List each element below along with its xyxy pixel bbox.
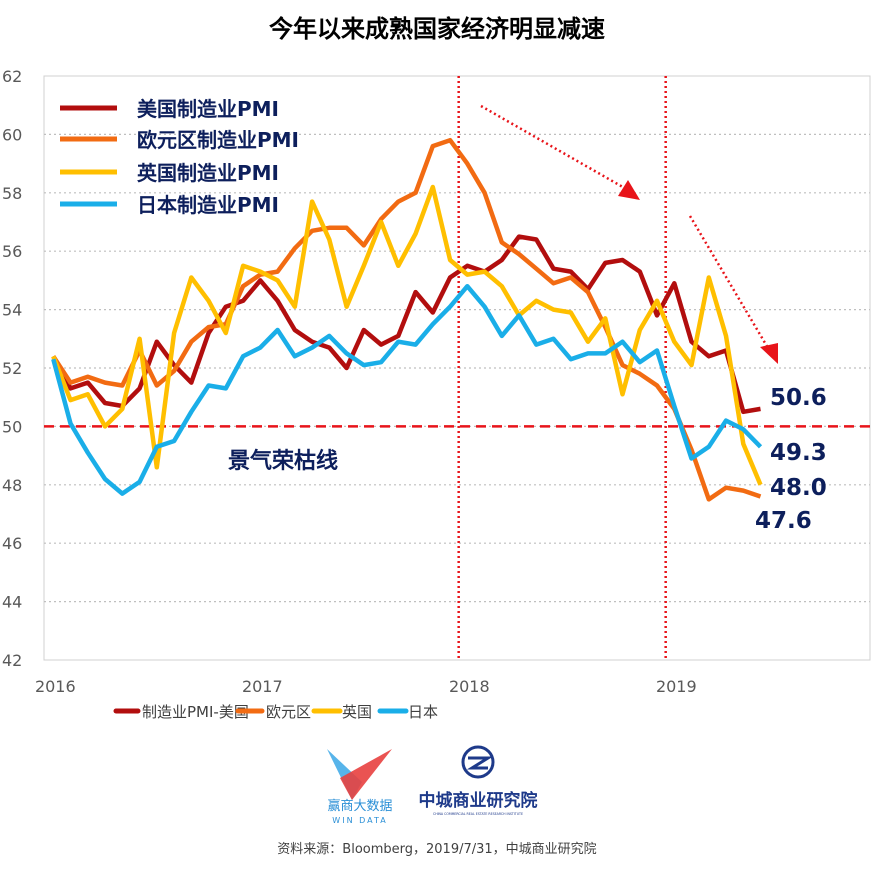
bottom-legend: 制造业PMI-美国 欧元区 英国 日本 [113,703,438,721]
windata-name: 赢商大数据 [327,798,392,814]
source-note: 资料来源：Bloomberg，2019/7/31，中城商业研究院 [277,842,596,857]
y-tick-label: 62 [2,67,22,86]
legend-euro: 欧元区 [266,703,311,721]
reference-line-label: 景气荣枯线 [228,448,338,474]
legend-us: 制造业PMI-美国 [142,703,249,721]
y-axis-ticks: 42 44 46 48 50 52 54 56 58 60 62 [2,67,22,670]
institute-name: 中城商业研究院 [419,790,538,811]
windata-en: WIN DATA [332,816,387,825]
inner-legend-euro: 欧元区制造业PMI [137,128,299,152]
x-tick-label: 2017 [242,677,283,696]
institute-en: CHINA COMMERCIAL REAL ESTATE RESEARCH IN… [433,812,523,816]
series-line-euro [51,137,762,502]
series-line-japan [51,283,763,496]
legend-japan: 日本 [408,703,438,721]
windata-logo: 赢商大数据 WIN DATA [327,749,393,825]
year-divider-lines [457,76,667,660]
y-tick-label: 52 [2,359,22,378]
series-lines [51,137,763,502]
end-label-us: 50.6 [770,385,827,411]
y-tick-label: 56 [2,242,22,261]
end-label-uk: 48.0 [770,475,827,501]
legend-uk: 英国 [342,703,372,721]
inner-legend-us: 美国制造业PMI [137,97,279,121]
trend-arrow-2 [688,215,778,364]
x-tick-label: 2016 [35,677,76,696]
y-tick-label: 42 [2,651,22,670]
x-tick-label: 2018 [449,677,490,696]
chart-title: 今年以来成熟国家经济明显减速 [269,15,605,43]
inner-legend: 美国制造业PMI 欧元区制造业PMI 英国制造业PMI 日本制造业PMI [60,97,299,217]
x-tick-label: 2019 [656,677,697,696]
end-label-japan: 49.3 [770,440,827,466]
series-line-uk [51,184,763,486]
x-axis-ticks: 2016 2017 2018 2019 [35,677,697,696]
inner-legend-uk: 英国制造业PMI [137,161,279,185]
institute-logo: 中城商业研究院 CHINA COMMERCIAL REAL ESTATE RES… [419,745,538,816]
y-tick-label: 44 [2,593,22,612]
inner-legend-japan: 日本制造业PMI [137,193,279,217]
y-tick-label: 46 [2,534,22,553]
y-tick-label: 50 [2,417,22,436]
y-tick-label: 58 [2,184,22,203]
y-tick-label: 48 [2,476,22,495]
y-tick-label: 60 [2,125,22,144]
trend-arrow-1 [480,104,640,200]
y-tick-label: 54 [2,301,22,320]
end-label-euro: 47.6 [755,508,812,534]
